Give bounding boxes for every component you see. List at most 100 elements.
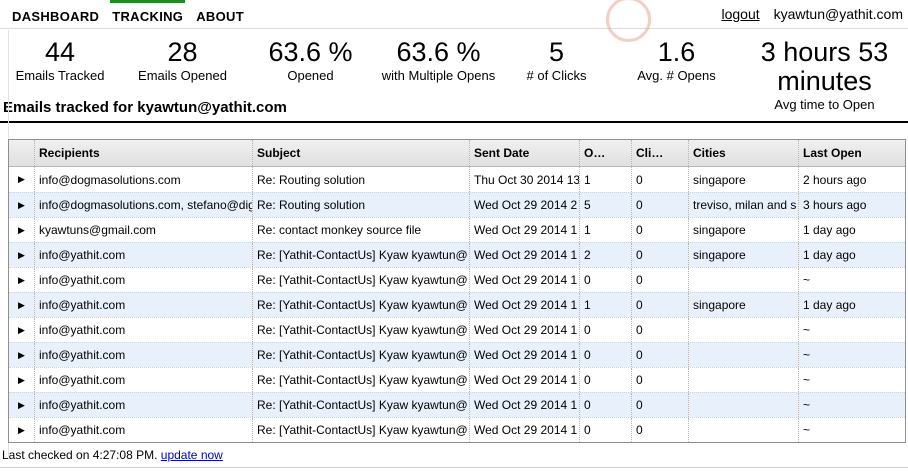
header-clicks[interactable]: Cli…: [631, 140, 688, 166]
subject-cell: Re: [Yathit-ContactUs] Kyaw kyawtun@: [252, 418, 469, 442]
recipients-cell: info@yathit.com: [34, 343, 252, 367]
expand-arrow-icon[interactable]: ▶: [18, 374, 25, 385]
table-row[interactable]: ▶ info@yathit.com Re: [Yathit-ContactUs] K…: [9, 292, 905, 317]
stat-label: # of Clicks: [526, 68, 587, 83]
expander-cell[interactable]: ▶: [9, 293, 34, 317]
tab-dashboard[interactable]: DASHBOARD: [10, 4, 101, 24]
tab-tracking[interactable]: TRACKING: [110, 0, 186, 24]
expand-arrow-icon[interactable]: ▶: [18, 199, 25, 210]
stat-multiple-opens-pct: 63.6 % with Multiple Opens: [376, 38, 501, 91]
header-cities[interactable]: Cities: [688, 140, 798, 166]
expander-cell[interactable]: ▶: [9, 318, 34, 342]
expander-cell[interactable]: ▶: [9, 193, 34, 217]
clicks-cell: 0: [631, 368, 688, 392]
clicks-cell: 0: [631, 243, 688, 267]
stat-value: 5: [548, 37, 565, 67]
stat-label: Emails Opened: [138, 68, 227, 83]
stat-emails-tracked: 44 Emails Tracked: [0, 38, 120, 91]
clicks-cell: 0: [631, 218, 688, 242]
clicks-cell: 0: [631, 193, 688, 217]
header-last-open[interactable]: Last Open: [798, 140, 907, 166]
stat-label: Avg time to Open: [774, 97, 875, 112]
cities-cell: [688, 368, 798, 392]
cities-cell: [688, 343, 798, 367]
table-row[interactable]: ▶ info@yathit.com Re: [Yathit-ContactUs] K…: [9, 417, 905, 442]
expander-cell[interactable]: ▶: [9, 268, 34, 292]
opens-cell: 5: [579, 193, 631, 217]
last-open-cell: 1 day ago: [798, 218, 907, 242]
expander-cell[interactable]: ▶: [9, 343, 34, 367]
recipients-cell: info@yathit.com: [34, 268, 252, 292]
expander-cell[interactable]: ▶: [9, 393, 34, 417]
clicks-cell: 0: [631, 418, 688, 442]
expander-cell[interactable]: ▶: [9, 368, 34, 392]
clicks-cell: 0: [631, 293, 688, 317]
clicks-cell: 0: [631, 268, 688, 292]
last-open-cell: 3 hours ago: [798, 193, 907, 217]
tab-dashboard-label: DASHBOARD: [12, 9, 100, 24]
last-checked-text: Last checked on 4:27:08 PM.: [2, 448, 158, 462]
table-row[interactable]: ▶ info@yathit.com Re: [Yathit-ContactUs] K…: [9, 342, 905, 367]
stats-bar: 44 Emails Tracked 28 Emails Opened 63.6 …: [0, 29, 908, 113]
recipients-cell: info@yathit.com: [34, 318, 252, 342]
stat-value: 3 hours 53 minutes: [760, 37, 889, 96]
sent-date-cell: Wed Oct 29 2014 1: [469, 293, 579, 317]
logout-link[interactable]: logout: [721, 6, 760, 22]
last-open-cell: ~: [798, 368, 907, 392]
page-title: Emails tracked for kyawtun@yathit.com: [3, 99, 287, 116]
opens-cell: 2: [579, 243, 631, 267]
recipients-cell: kyawtuns@gmail.com: [34, 218, 252, 242]
expand-arrow-icon[interactable]: ▶: [18, 349, 25, 360]
subject-cell: Re: [Yathit-ContactUs] Kyaw kyawtun@: [252, 343, 469, 367]
sent-date-cell: Wed Oct 29 2014 1: [469, 243, 579, 267]
header-subject[interactable]: Subject: [252, 140, 469, 166]
table-header-row: Recipients Subject Sent Date O… Cli… Cit…: [9, 140, 905, 167]
tab-about[interactable]: ABOUT: [194, 4, 246, 24]
table-row[interactable]: ▶ info@yathit.com Re: [Yathit-ContactUs] K…: [9, 367, 905, 392]
last-open-cell: ~: [798, 393, 907, 417]
opens-cell: 1: [579, 218, 631, 242]
table-row[interactable]: ▶ info@yathit.com Re: [Yathit-ContactUs] K…: [9, 267, 905, 292]
stat-value: 63.6 %: [396, 37, 481, 67]
header-sent-date[interactable]: Sent Date: [469, 140, 579, 166]
header-recipients[interactable]: Recipients: [34, 140, 252, 166]
table-row[interactable]: ▶ info@dogmasolutions.com, stefano@dig Re:…: [9, 192, 905, 217]
expander-cell[interactable]: ▶: [9, 418, 34, 442]
subject-cell: Re: Routing solution: [252, 167, 469, 192]
subject-cell: Re: contact monkey source file: [252, 218, 469, 242]
emails-table: Recipients Subject Sent Date O… Cli… Cit…: [8, 139, 906, 443]
expand-arrow-icon[interactable]: ▶: [18, 299, 25, 310]
title-divider: [0, 121, 908, 123]
expand-arrow-icon[interactable]: ▶: [18, 224, 25, 235]
clicks-cell: 0: [631, 343, 688, 367]
expand-arrow-icon[interactable]: ▶: [18, 399, 25, 410]
table-row[interactable]: ▶ kyawtuns@gmail.com Re: contact monkey so…: [9, 217, 905, 242]
subject-cell: Re: [Yathit-ContactUs] Kyaw kyawtun@: [252, 243, 469, 267]
expand-arrow-icon[interactable]: ▶: [18, 424, 25, 435]
header-opens[interactable]: O…: [579, 140, 631, 166]
expander-cell[interactable]: ▶: [9, 243, 34, 267]
sent-date-cell: Wed Oct 29 2014 1: [469, 418, 579, 442]
opens-cell: 0: [579, 343, 631, 367]
table-row[interactable]: ▶ info@dogmasolutions.com Re: Routing solu…: [9, 167, 905, 192]
expand-arrow-icon[interactable]: ▶: [18, 249, 25, 260]
expander-cell[interactable]: ▶: [9, 167, 34, 192]
table-row[interactable]: ▶ info@yathit.com Re: [Yathit-ContactUs] K…: [9, 392, 905, 417]
expand-arrow-icon[interactable]: ▶: [18, 324, 25, 335]
recipients-cell: info@yathit.com: [34, 293, 252, 317]
update-now-link[interactable]: update now: [160, 448, 223, 462]
opens-cell: 1: [579, 167, 631, 192]
status-bar: Last checked on 4:27:08 PM. update now: [0, 446, 908, 468]
opens-cell: 0: [579, 393, 631, 417]
table-row[interactable]: ▶ info@yathit.com Re: [Yathit-ContactUs] K…: [9, 242, 905, 267]
cities-cell: [688, 318, 798, 342]
expander-cell[interactable]: ▶: [9, 218, 34, 242]
expand-arrow-icon[interactable]: ▶: [18, 274, 25, 285]
expand-arrow-icon[interactable]: ▶: [18, 174, 25, 184]
table-row[interactable]: ▶ info@yathit.com Re: [Yathit-ContactUs] K…: [9, 317, 905, 342]
last-open-cell: 1 day ago: [798, 293, 907, 317]
last-open-cell: ~: [798, 268, 907, 292]
cities-cell: singapore: [688, 167, 798, 192]
stat-value: 28: [167, 37, 198, 67]
subject-cell: Re: [Yathit-ContactUs] Kyaw kyawtun@: [252, 368, 469, 392]
